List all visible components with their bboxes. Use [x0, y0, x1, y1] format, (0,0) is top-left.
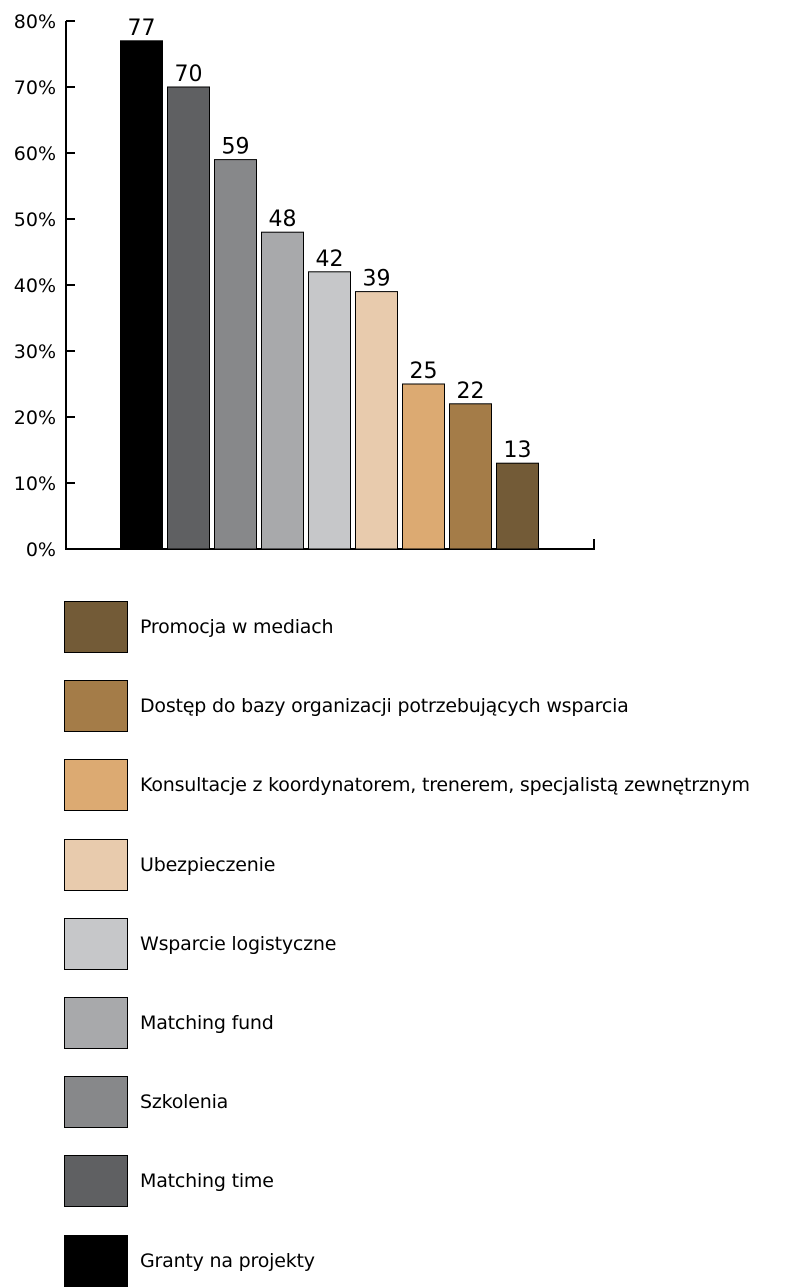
legend-item: Konsultacje z koordynatorem, trenerem, s…	[64, 759, 750, 812]
legend-item: Promocja w mediach	[64, 601, 334, 653]
data-label: 39	[363, 267, 391, 292]
bars	[120, 40, 539, 550]
legend-swatch	[64, 997, 128, 1049]
data-labels: 77 70 59 48 42 39 25 22 13	[128, 16, 532, 463]
y-tick-label: 80%	[14, 11, 56, 33]
data-label: 42	[316, 247, 344, 272]
bar	[355, 291, 398, 550]
legend-item: Wsparcie logistyczne	[64, 917, 337, 970]
bar	[214, 159, 257, 550]
y-tick-label: 50%	[14, 209, 56, 231]
data-label: 48	[269, 207, 297, 232]
legend-label: Konsultacje z koordynatorem, trenerem, s…	[140, 774, 750, 797]
bar	[402, 383, 445, 550]
legend-swatch	[64, 917, 128, 970]
legend-label: Matching fund	[140, 1012, 274, 1034]
legend-label: Promocja w mediach	[140, 616, 334, 638]
legend-item: Szkolenia	[64, 1076, 229, 1129]
legend-item: Granty na projekty	[64, 1234, 315, 1287]
bar	[308, 271, 351, 550]
y-tick-label: 60%	[14, 143, 56, 165]
data-label: 25	[410, 359, 438, 384]
y-tick-label: 30%	[14, 341, 56, 363]
legend-label: Wsparcie logistyczne	[140, 932, 337, 955]
legend-label: Granty na projekty	[140, 1249, 315, 1272]
y-tick-label: 70%	[14, 77, 56, 99]
legend-item: Ubezpieczenie	[64, 838, 276, 891]
bar	[496, 462, 539, 550]
y-tick-label: 10%	[14, 473, 56, 495]
data-label: 22	[457, 379, 485, 404]
legend-item: Matching fund	[64, 997, 274, 1049]
legend-swatch	[64, 601, 128, 653]
data-label: 77	[128, 16, 156, 41]
legend-label: Szkolenia	[140, 1091, 229, 1114]
y-tick-label: 20%	[14, 407, 56, 429]
bar	[261, 231, 304, 550]
y-axis: 0% 10% 20% 30% 40% 50% 60% 70% 80%	[14, 11, 75, 561]
data-label: 59	[222, 135, 250, 160]
legend-swatch	[64, 1234, 128, 1287]
data-label: 13	[504, 438, 532, 463]
legend-label: Matching time	[140, 1170, 274, 1193]
legend-item: Dostęp do bazy organizacji potrzebującyc…	[64, 680, 629, 733]
legend-swatch	[64, 838, 128, 891]
legend-swatch	[64, 1076, 128, 1129]
legend-label: Ubezpieczenie	[140, 853, 276, 876]
bar	[449, 403, 492, 550]
y-tick-label: 40%	[14, 275, 56, 297]
bar	[167, 86, 210, 550]
legend-swatch	[64, 680, 128, 733]
legend-item: Matching time	[64, 1155, 274, 1208]
bar	[120, 40, 163, 550]
y-tick-label: 0%	[26, 539, 56, 561]
legend-swatch	[64, 759, 128, 812]
data-label: 70	[175, 62, 203, 87]
legend-swatch	[64, 1155, 128, 1208]
legend-label: Dostęp do bazy organizacji potrzebującyc…	[140, 695, 629, 718]
